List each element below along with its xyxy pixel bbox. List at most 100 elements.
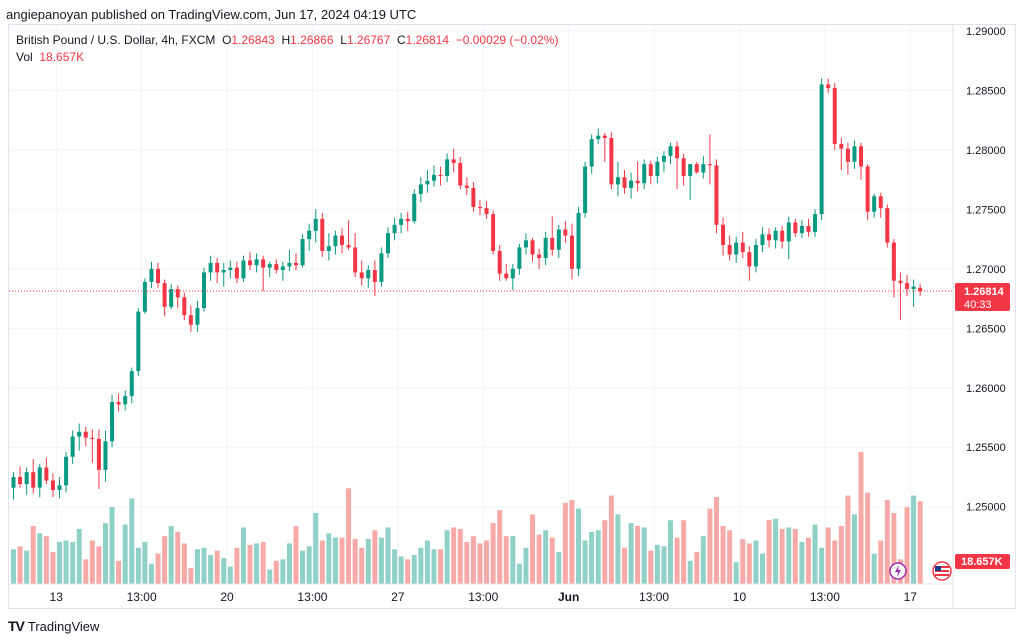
- candle-body: [786, 222, 791, 242]
- volume-bar: [240, 527, 246, 584]
- chart-frame[interactable]: [8, 24, 1016, 609]
- candle-body: [740, 242, 745, 253]
- volume-bar: [280, 559, 286, 584]
- volume-bar: [37, 533, 43, 584]
- candle-body: [681, 158, 686, 177]
- volume-bar: [267, 569, 273, 584]
- volume-bar: [641, 527, 647, 584]
- candle-body: [694, 164, 699, 173]
- volume-bar: [884, 499, 890, 584]
- volume-bar: [122, 524, 128, 584]
- candle-body: [399, 218, 404, 225]
- candle-body: [832, 88, 837, 144]
- volume-bar: [378, 537, 384, 584]
- volume-bar: [819, 547, 825, 584]
- candle-body: [543, 237, 548, 259]
- volume-bar: [530, 514, 536, 584]
- volume-bar: [608, 495, 614, 584]
- candle-body: [918, 287, 923, 292]
- volume-bar: [457, 528, 463, 584]
- volume-bar: [727, 530, 733, 584]
- candle-body: [622, 177, 627, 188]
- price-axis: 1.29000 1.28500 1.28000 1.27500 1.27000 1.265…: [952, 25, 1006, 609]
- volume-bar: [825, 527, 831, 584]
- candle-body: [767, 234, 772, 241]
- volume-bar: [838, 526, 844, 584]
- us-flag-stripes-icon: [935, 566, 949, 576]
- volume-bar: [865, 492, 871, 584]
- candle-body: [780, 230, 785, 242]
- time-tick-label: 13:00: [639, 590, 669, 604]
- lightning-bolt-icon: [895, 565, 901, 577]
- volume-bar: [635, 526, 641, 584]
- candle-body: [326, 246, 331, 251]
- volume-bar: [740, 539, 746, 584]
- candle-body: [865, 166, 870, 212]
- candle-body: [583, 166, 588, 213]
- volume-bar: [17, 546, 23, 584]
- volume-bar: [313, 512, 319, 584]
- tradingview-footer[interactable]: TV TradingView: [8, 618, 99, 634]
- candle-body: [50, 480, 55, 491]
- candle-body: [569, 235, 574, 269]
- volume-bar: [24, 550, 30, 584]
- candle-body: [648, 164, 653, 177]
- candles: [11, 78, 923, 500]
- volume-bar: [713, 497, 719, 584]
- volume-bar: [484, 540, 490, 584]
- volume-bar: [766, 520, 772, 584]
- volume-bar: [155, 553, 161, 584]
- candle-body: [537, 254, 542, 259]
- volume-bar: [181, 543, 187, 584]
- last-price-text: 1.26814: [964, 286, 1005, 298]
- volume-bar: [175, 531, 181, 584]
- volume-bar: [208, 555, 214, 584]
- volume-bar: [622, 547, 628, 584]
- volume-bar: [372, 530, 378, 584]
- price-tick-label: 1.28000: [966, 145, 1006, 157]
- volume-bar: [786, 527, 792, 584]
- volume-bar: [451, 527, 457, 584]
- candle-body: [826, 84, 831, 89]
- candle-body: [123, 396, 128, 405]
- candle-body: [156, 268, 161, 284]
- volume-bar: [562, 502, 568, 584]
- volume-bar: [83, 559, 89, 584]
- candle-body: [44, 467, 49, 481]
- candle-body: [431, 174, 436, 181]
- volume-bar: [30, 526, 36, 584]
- publish-header: angiepanoyan published on TradingView.co…: [6, 7, 417, 22]
- volume-bar: [746, 543, 752, 584]
- candle-body: [149, 268, 154, 282]
- volume-bar: [904, 507, 910, 584]
- candle-body: [675, 146, 680, 159]
- candle-body: [366, 270, 371, 279]
- candle-body: [806, 226, 811, 232]
- candle-body: [471, 187, 476, 207]
- candle-body: [773, 230, 778, 241]
- candle-body: [609, 137, 614, 185]
- us-flag-canton-icon: [935, 566, 941, 571]
- candle-body: [905, 283, 910, 290]
- volume-bar: [707, 508, 713, 584]
- volume-bar: [148, 563, 154, 584]
- volume-bar: [392, 549, 398, 584]
- volume-bar: [142, 541, 148, 584]
- candle-body: [359, 272, 364, 279]
- volume-bar: [569, 499, 575, 584]
- candle-body: [813, 214, 818, 232]
- open-label: O: [222, 33, 232, 47]
- candle-body: [136, 311, 141, 372]
- price-tick-label: 1.26500: [966, 323, 1006, 335]
- price-tick-label: 1.25000: [966, 502, 1006, 514]
- candle-body: [497, 250, 502, 274]
- high-value: 1.26866: [290, 33, 334, 47]
- candle-body: [169, 289, 174, 307]
- candle-body: [274, 264, 279, 271]
- price-tick-label: 1.25500: [966, 442, 1006, 454]
- candle-body: [234, 267, 239, 279]
- candle-body: [90, 437, 95, 439]
- price-tick-label: 1.28500: [966, 85, 1006, 97]
- volume-value: 18.657K: [39, 50, 85, 64]
